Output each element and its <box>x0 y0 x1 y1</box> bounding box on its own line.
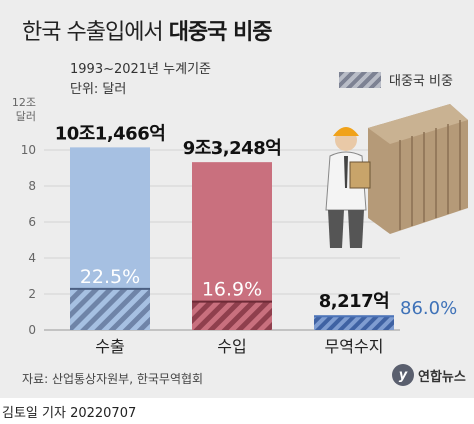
subtitle-unit: 단위: 달러 <box>70 82 127 97</box>
category-label: 무역수지 <box>325 337 384 356</box>
source-note: 자료: 산업통상자원부, 한국무역협회 <box>22 372 204 386</box>
y-unit-label: 달러 <box>16 110 36 123</box>
y-tick-label: 10 <box>21 143 36 157</box>
page-title: 한국 수출입에서 대중국 비중 <box>22 14 273 46</box>
credit-date: 20220707 <box>70 406 137 421</box>
container-top <box>368 104 468 144</box>
worker-leg-left <box>328 210 344 248</box>
china-share-segment-0 <box>70 288 150 330</box>
worker-leg-right <box>348 210 364 248</box>
china-share-segment-1 <box>192 301 272 330</box>
category-label: 수입 <box>217 337 246 356</box>
title-regular: 한국 수출입에서 <box>22 20 164 45</box>
worker-tie <box>344 156 348 188</box>
value-label: 9조3,248억 <box>183 138 282 159</box>
legend-hatch-swatch <box>339 71 381 88</box>
legend-label: 대중국 비중 <box>389 74 453 89</box>
clipboard <box>349 161 371 189</box>
hard-hat <box>333 127 359 136</box>
logo-mark-icon: y <box>392 364 414 386</box>
logo-text: 연합뉴스 <box>418 369 466 385</box>
share-label: 22.5% <box>80 266 140 288</box>
worker-container-illustration <box>325 104 468 248</box>
share-label: 86.0% <box>400 298 457 319</box>
y-tick-label: 0 <box>28 323 36 337</box>
news-logo: y 연합뉴스 <box>392 364 466 386</box>
share-label: 16.9% <box>202 279 262 301</box>
y-tick-label: 8 <box>28 179 36 193</box>
value-label: 8,217억 <box>319 291 390 312</box>
y-tick-label: 4 <box>28 251 36 265</box>
credit-name: 김토일 기자 <box>2 406 66 421</box>
legend: 대중국 비중 <box>339 70 453 89</box>
value-label: 10조1,466억 <box>55 123 166 144</box>
y-tick-label: 6 <box>28 215 36 229</box>
container-ridges <box>399 120 461 230</box>
y-tick-label: 2 <box>28 287 36 301</box>
china-share-segment-2 <box>314 317 394 330</box>
category-label: 수출 <box>95 337 124 356</box>
subtitle-period: 1993~2021년 누계기준 <box>70 62 211 77</box>
y-unit-label: 12조 <box>12 96 36 109</box>
title-bold: 대중국 비중 <box>168 20 273 45</box>
byline: 김토일 기자 20220707 <box>2 402 136 421</box>
